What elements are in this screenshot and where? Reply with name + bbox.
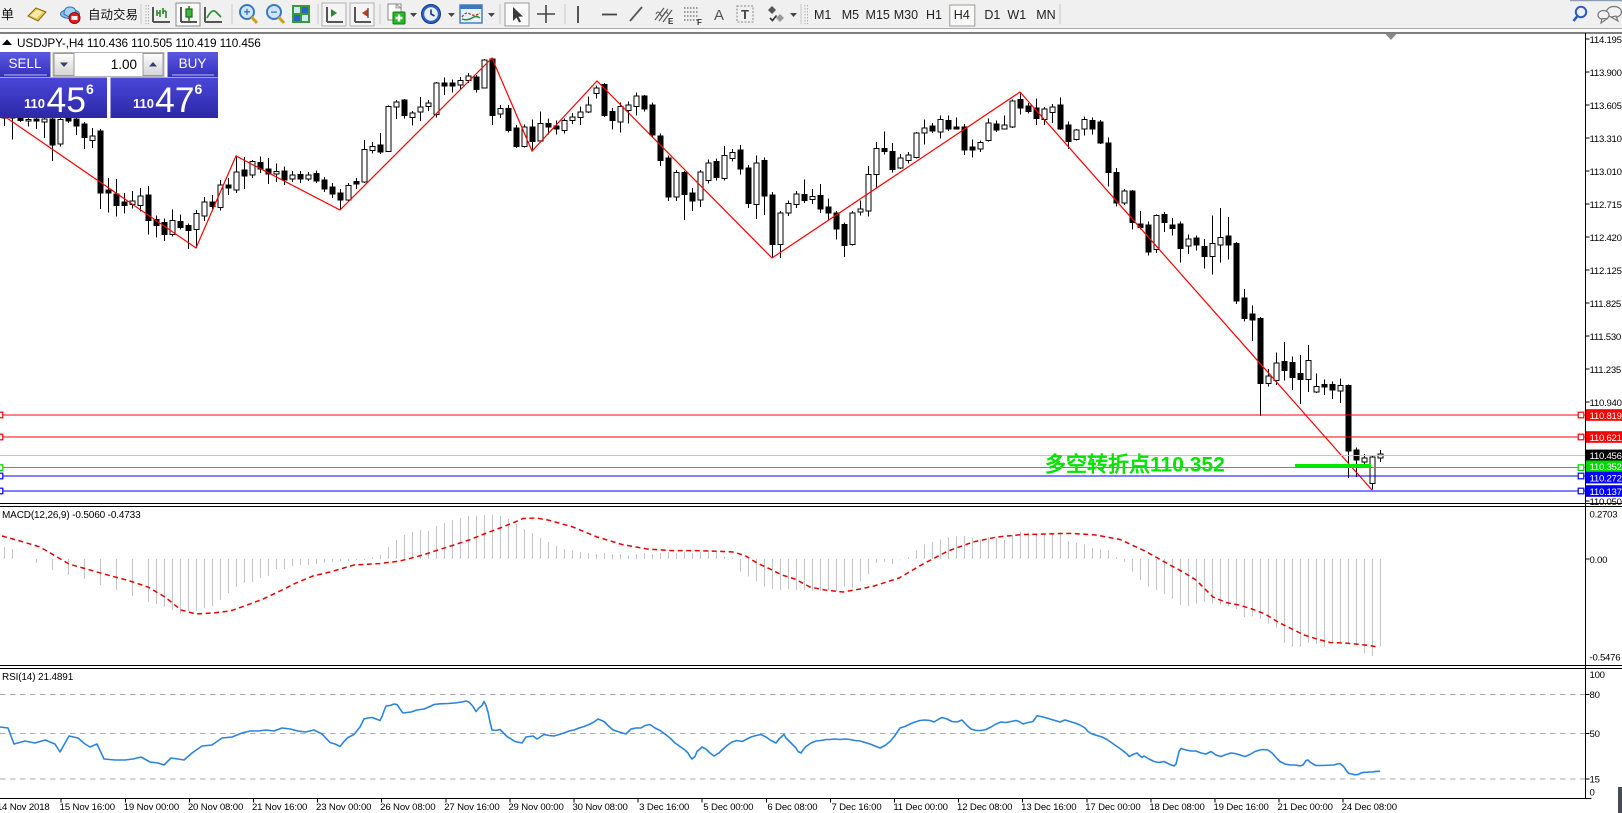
svg-text:F: F bbox=[697, 18, 702, 27]
svg-text:6 Dec 08:00: 6 Dec 08:00 bbox=[767, 802, 817, 813]
svg-text:BUY: BUY bbox=[179, 56, 207, 71]
svg-text:0.2703: 0.2703 bbox=[1590, 509, 1618, 520]
svg-text:5 Dec 00:00: 5 Dec 00:00 bbox=[703, 802, 753, 813]
svg-text:113.900: 113.900 bbox=[1590, 68, 1622, 79]
svg-text:110.819: 110.819 bbox=[1590, 411, 1622, 422]
svg-text:H4: H4 bbox=[954, 8, 970, 22]
svg-text:0.00: 0.00 bbox=[1590, 555, 1608, 566]
svg-text:113.310: 113.310 bbox=[1590, 134, 1622, 145]
svg-text:−: − bbox=[270, 5, 277, 19]
svg-text:15 Nov 16:00: 15 Nov 16:00 bbox=[60, 802, 115, 813]
svg-text:112.125: 112.125 bbox=[1590, 266, 1622, 277]
svg-text:110: 110 bbox=[133, 96, 154, 111]
svg-text:19 Dec 16:00: 19 Dec 16:00 bbox=[1213, 802, 1268, 813]
svg-text:6: 6 bbox=[86, 81, 94, 97]
svg-text:单: 单 bbox=[1, 7, 14, 22]
svg-text:80: 80 bbox=[1590, 690, 1600, 701]
svg-text:21 Dec 00:00: 21 Dec 00:00 bbox=[1278, 802, 1333, 813]
svg-text:24 Dec 08:00: 24 Dec 08:00 bbox=[1342, 802, 1397, 813]
svg-text:29 Nov 00:00: 29 Nov 00:00 bbox=[508, 802, 563, 813]
svg-text:110.137: 110.137 bbox=[1590, 487, 1622, 498]
svg-text:M30: M30 bbox=[894, 8, 918, 22]
svg-text:112.420: 112.420 bbox=[1590, 233, 1622, 244]
svg-text:110.272: 110.272 bbox=[1590, 473, 1622, 484]
svg-text:100: 100 bbox=[1590, 670, 1605, 681]
svg-text:M5: M5 bbox=[842, 8, 859, 22]
svg-text:19 Nov 00:00: 19 Nov 00:00 bbox=[124, 802, 179, 813]
svg-text:26 Nov 08:00: 26 Nov 08:00 bbox=[380, 802, 435, 813]
svg-text:13 Dec 16:00: 13 Dec 16:00 bbox=[1021, 802, 1076, 813]
svg-text:D1: D1 bbox=[984, 8, 1000, 22]
svg-text:20 Nov 08:00: 20 Nov 08:00 bbox=[188, 802, 243, 813]
svg-text:USDJPY-,H4 110.436 110.505 11: USDJPY-,H4 110.436 110.505 110.419 110.4… bbox=[17, 36, 261, 50]
svg-text:111.825: 111.825 bbox=[1590, 299, 1622, 310]
svg-text:27 Nov 16:00: 27 Nov 16:00 bbox=[444, 802, 499, 813]
svg-text:0: 0 bbox=[1590, 787, 1595, 798]
svg-text:110.352: 110.352 bbox=[1590, 462, 1622, 473]
svg-text:W1: W1 bbox=[1007, 8, 1026, 22]
svg-text:114.195: 114.195 bbox=[1590, 35, 1622, 46]
svg-text:110: 110 bbox=[24, 96, 45, 111]
svg-text:18 Dec 08:00: 18 Dec 08:00 bbox=[1149, 802, 1204, 813]
svg-text:M1: M1 bbox=[814, 8, 831, 22]
svg-text:A: A bbox=[714, 7, 724, 24]
svg-text:30 Nov 08:00: 30 Nov 08:00 bbox=[572, 802, 627, 813]
svg-text:SELL: SELL bbox=[8, 56, 42, 71]
svg-text:E: E bbox=[668, 17, 674, 26]
svg-text:+: + bbox=[243, 5, 250, 19]
svg-text:H1: H1 bbox=[926, 8, 942, 22]
svg-text:47: 47 bbox=[155, 80, 195, 120]
svg-text:110.456: 110.456 bbox=[1590, 451, 1622, 462]
svg-text:21 Nov 16:00: 21 Nov 16:00 bbox=[252, 802, 307, 813]
svg-text:111.235: 111.235 bbox=[1590, 365, 1622, 376]
svg-text:MACD(12,26,9) -0.5060 -0.4733: MACD(12,26,9) -0.5060 -0.4733 bbox=[2, 510, 141, 521]
svg-text:11 Dec 00:00: 11 Dec 00:00 bbox=[893, 802, 948, 813]
svg-text:113.605: 113.605 bbox=[1590, 101, 1622, 112]
svg-text:17 Dec 00:00: 17 Dec 00:00 bbox=[1085, 802, 1140, 813]
svg-text:RSI(14) 21.4891: RSI(14) 21.4891 bbox=[2, 672, 74, 683]
svg-text:14 Nov 2018: 14 Nov 2018 bbox=[0, 802, 50, 813]
svg-text:7 Dec 16:00: 7 Dec 16:00 bbox=[831, 802, 881, 813]
svg-text:-0.5476: -0.5476 bbox=[1590, 652, 1621, 663]
svg-text:45: 45 bbox=[47, 80, 87, 120]
svg-text:3 Dec 16:00: 3 Dec 16:00 bbox=[639, 802, 689, 813]
svg-text:1.00: 1.00 bbox=[111, 57, 137, 72]
svg-text:50: 50 bbox=[1590, 729, 1600, 740]
svg-text:多空转折点110.352: 多空转折点110.352 bbox=[1045, 453, 1225, 477]
svg-text:110.621: 110.621 bbox=[1590, 433, 1622, 444]
svg-text:112.715: 112.715 bbox=[1590, 200, 1622, 211]
svg-text:12 Dec 08:00: 12 Dec 08:00 bbox=[957, 802, 1012, 813]
svg-text:110.050: 110.050 bbox=[1590, 497, 1622, 508]
svg-text:T: T bbox=[741, 7, 749, 22]
svg-text:111.530: 111.530 bbox=[1590, 332, 1622, 343]
svg-text:6: 6 bbox=[195, 81, 203, 97]
svg-text:15: 15 bbox=[1590, 775, 1600, 786]
svg-text:MN: MN bbox=[1036, 8, 1055, 22]
svg-text:113.010: 113.010 bbox=[1590, 167, 1622, 178]
svg-text:110.940: 110.940 bbox=[1590, 398, 1622, 409]
svg-text:M15: M15 bbox=[866, 8, 890, 22]
svg-text:自动交易: 自动交易 bbox=[88, 7, 138, 22]
svg-text:23 Nov 00:00: 23 Nov 00:00 bbox=[316, 802, 371, 813]
